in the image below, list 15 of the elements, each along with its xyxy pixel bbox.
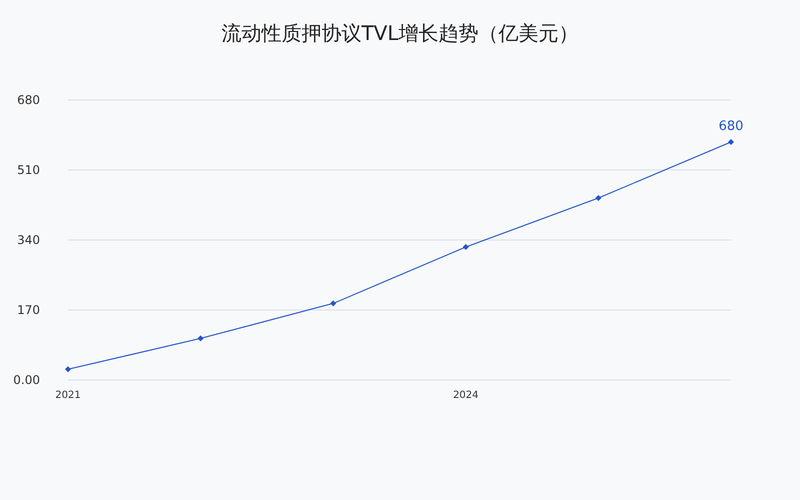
point [462, 244, 469, 250]
point [198, 335, 204, 342]
x-tick-label: 2024 [453, 390, 479, 401]
annotation: 680 [718, 119, 744, 134]
point [330, 300, 336, 306]
point [65, 366, 71, 372]
point [728, 139, 734, 145]
point [595, 195, 602, 201]
y-tick-label: 340 [17, 233, 40, 247]
y-tick-label: 680 [17, 93, 40, 107]
y-tick-label: 170 [17, 303, 40, 317]
x-tick-label: 2021 [55, 390, 81, 401]
y-tick-label: 510 [17, 163, 40, 177]
y-tick-label: 0.00 [13, 373, 40, 387]
chart-title: 流动性质押协议TVL增长趋势（亿美元） [221, 21, 579, 45]
